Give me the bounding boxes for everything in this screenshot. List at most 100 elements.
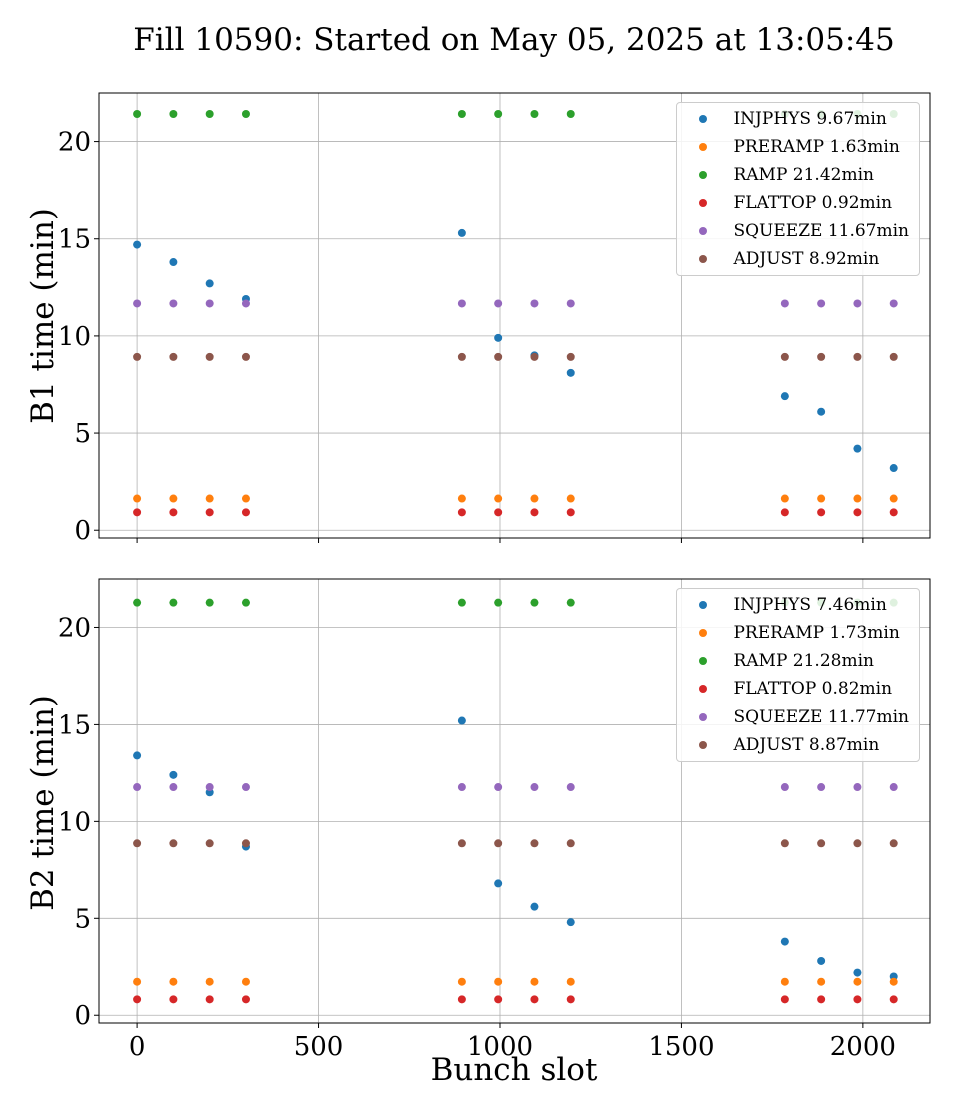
data-point-flattop (889, 995, 898, 1004)
data-point-squeeze (530, 783, 539, 792)
data-point-preramp (566, 977, 575, 986)
data-point-squeeze (780, 299, 789, 308)
data-point-flattop (780, 995, 789, 1004)
data-point-flattop (494, 995, 503, 1004)
data-point-preramp (780, 494, 789, 503)
legend-marker-adjust (699, 741, 708, 749)
data-point-injphys (780, 392, 789, 401)
x-axis-label: Bunch slot (430, 1052, 598, 1088)
data-point-squeeze (566, 299, 575, 308)
data-point-squeeze (780, 783, 789, 792)
legend-label: SQUEEZE 11.67min (733, 221, 909, 241)
data-point-flattop (457, 995, 466, 1004)
data-point-flattop (169, 508, 178, 517)
data-point-squeeze (853, 783, 862, 792)
data-point-adjust (780, 352, 789, 361)
y-tick-label: 10 (58, 807, 91, 837)
data-point-adjust (457, 352, 466, 361)
data-point-adjust (494, 839, 503, 848)
data-point-flattop (241, 508, 250, 517)
data-point-ramp (133, 109, 142, 118)
data-point-preramp (457, 494, 466, 503)
b2-legend: INJPHYS 7.46min PRERAMP 1.73min RAMP 21.… (676, 588, 920, 762)
legend-marker-preramp (699, 143, 708, 151)
data-point-ramp (169, 109, 178, 118)
data-point-flattop (889, 508, 898, 517)
data-point-squeeze (133, 299, 142, 308)
b1-legend: INJPHYS 9.67min PRERAMP 1.63min RAMP 21.… (676, 102, 920, 276)
data-point-ramp (169, 598, 178, 607)
legend-marker-flattop (699, 199, 708, 207)
data-point-preramp (889, 977, 898, 986)
data-point-injphys (566, 368, 575, 377)
data-point-squeeze (817, 783, 826, 792)
data-point-preramp (241, 494, 250, 503)
data-point-injphys (566, 918, 575, 927)
legend-label: INJPHYS 9.67min (733, 109, 887, 129)
legend-item: FLATTOP 0.92min (685, 189, 909, 217)
data-point-flattop (566, 995, 575, 1004)
data-point-adjust (566, 352, 575, 361)
legend-label: ADJUST 8.87min (733, 735, 880, 755)
data-point-injphys (169, 258, 178, 267)
data-point-flattop (205, 995, 214, 1004)
x-tick-label: 2000 (830, 1032, 896, 1062)
data-point-ramp (241, 598, 250, 607)
y-tick-label: 20 (58, 128, 91, 158)
data-point-preramp (817, 977, 826, 986)
data-point-adjust (853, 352, 862, 361)
data-point-preramp (853, 977, 862, 986)
x-tick-label: 0 (129, 1032, 146, 1062)
data-point-ramp (566, 598, 575, 607)
data-point-preramp (853, 494, 862, 503)
data-point-injphys (530, 902, 539, 911)
data-point-preramp (241, 977, 250, 986)
legend-item: INJPHYS 7.46min (685, 591, 909, 619)
data-point-adjust (566, 839, 575, 848)
data-point-preramp (133, 494, 142, 503)
data-point-squeeze (169, 299, 178, 308)
data-point-adjust (817, 352, 826, 361)
data-point-flattop (494, 508, 503, 517)
legend-label: RAMP 21.28min (733, 651, 874, 671)
data-point-adjust (817, 839, 826, 848)
legend-label: SQUEEZE 11.77min (733, 707, 909, 727)
data-point-squeeze (530, 299, 539, 308)
data-point-squeeze (457, 299, 466, 308)
data-point-squeeze (889, 783, 898, 792)
y-tick-label: 0 (74, 1001, 91, 1031)
legend-item: FLATTOP 0.82min (685, 675, 909, 703)
data-point-flattop (530, 995, 539, 1004)
data-point-preramp (205, 494, 214, 503)
x-tick-label: 1000 (467, 1032, 533, 1062)
data-point-flattop (133, 995, 142, 1004)
data-point-adjust (457, 839, 466, 848)
data-point-ramp (133, 598, 142, 607)
data-point-squeeze (169, 783, 178, 792)
x-tick-label: 500 (294, 1032, 344, 1062)
data-point-preramp (780, 977, 789, 986)
data-point-squeeze (817, 299, 826, 308)
data-point-flattop (853, 508, 862, 517)
data-point-flattop (817, 995, 826, 1004)
data-point-adjust (205, 352, 214, 361)
data-point-preramp (889, 494, 898, 503)
b1-y-axis-label: B1 time (min) (24, 208, 61, 424)
data-point-squeeze (494, 299, 503, 308)
data-point-adjust (530, 839, 539, 848)
data-point-flattop (457, 508, 466, 517)
data-point-squeeze (889, 299, 898, 308)
data-point-adjust (133, 839, 142, 848)
data-point-ramp (457, 109, 466, 118)
data-point-injphys (817, 407, 826, 416)
data-point-squeeze (241, 299, 250, 308)
data-point-adjust (530, 352, 539, 361)
data-point-adjust (205, 839, 214, 848)
data-point-ramp (530, 109, 539, 118)
data-point-injphys (457, 228, 466, 237)
data-point-injphys (853, 444, 862, 453)
data-point-adjust (889, 352, 898, 361)
y-tick-label: 15 (58, 225, 91, 255)
legend-marker-flattop (699, 685, 708, 693)
data-point-ramp (205, 598, 214, 607)
